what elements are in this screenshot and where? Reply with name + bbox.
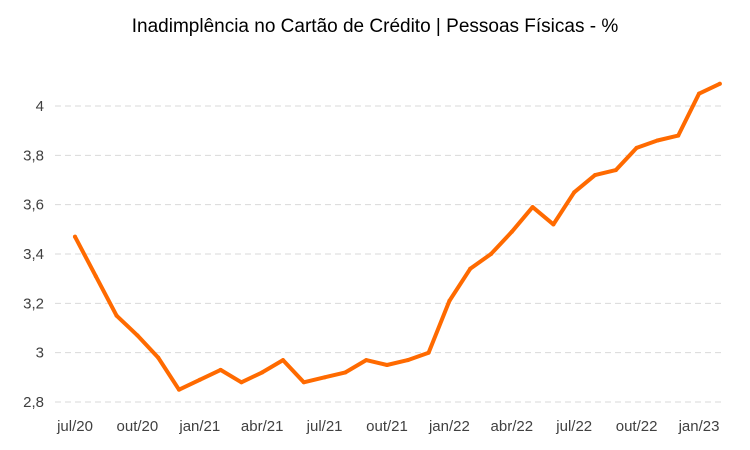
- y-tick-label: 4: [36, 98, 44, 115]
- x-tick-label: out/20: [117, 418, 159, 435]
- y-tick-label: 3,8: [23, 147, 44, 164]
- data-point: [405, 358, 410, 363]
- data-point: [447, 298, 452, 303]
- data-point: [551, 222, 556, 227]
- data-point: [364, 358, 369, 363]
- x-tick-label: jan/22: [428, 418, 470, 435]
- data-point: [385, 363, 389, 367]
- x-tick-label: out/22: [616, 418, 658, 435]
- y-tick-label: 2,8: [23, 394, 44, 411]
- data-point: [676, 133, 681, 138]
- data-point: [73, 234, 77, 239]
- chart-title: Inadimplência no Cartão de Crédito | Pes…: [131, 16, 619, 37]
- x-tick-label: abr/21: [241, 418, 284, 435]
- y-axis: 2,8 3 3,2 3,4 3,6 3,8 4: [23, 98, 44, 411]
- data-point: [281, 358, 285, 363]
- y-tick-label: 3,4: [23, 246, 44, 263]
- x-tick-label: jul/20: [56, 418, 93, 435]
- x-tick-label: jul/22: [555, 418, 592, 435]
- data-point: [156, 355, 161, 360]
- x-axis: jul/20 out/20 jan/21 abr/21 jul/21 out/21 jan/…: [56, 418, 719, 435]
- data-point: [93, 274, 98, 279]
- y-tick-label: 3,2: [23, 295, 44, 312]
- data-point: [135, 333, 140, 338]
- data-point: [697, 91, 701, 96]
- data-point: [530, 205, 535, 210]
- data-point: [468, 266, 473, 271]
- data-point: [114, 313, 119, 318]
- data-point: [343, 370, 348, 375]
- data-point: [634, 145, 639, 150]
- x-tick-label: out/21: [366, 418, 408, 435]
- data-point: [322, 375, 327, 380]
- y-tick-label: 3: [36, 345, 44, 362]
- data-point: [239, 380, 244, 385]
- data-point: [613, 168, 618, 173]
- data-point: [655, 138, 660, 143]
- x-tick-label: jan/21: [178, 418, 220, 435]
- data-point: [572, 190, 577, 195]
- data-point: [509, 229, 514, 234]
- data-point: [489, 252, 493, 256]
- gridlines: [55, 105, 725, 403]
- data-point: [426, 350, 431, 355]
- series: [73, 81, 722, 392]
- y-tick-label: 3,6: [23, 197, 44, 214]
- series-line: [73, 81, 722, 392]
- data-point: [177, 387, 181, 392]
- data-point: [301, 380, 306, 385]
- data-point: [197, 377, 202, 382]
- x-tick-label: jul/21: [306, 418, 343, 435]
- data-point: [218, 367, 223, 372]
- data-point: [260, 370, 265, 375]
- x-tick-label: jan/23: [678, 418, 720, 435]
- x-tick-label: abr/22: [491, 418, 534, 435]
- data-point: [593, 173, 597, 178]
- data-point: [717, 81, 722, 86]
